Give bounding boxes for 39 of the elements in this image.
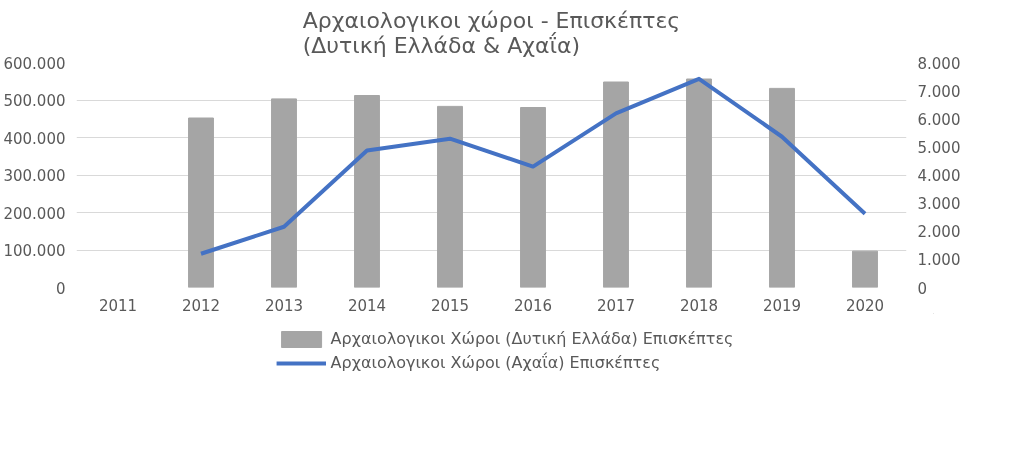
bar <box>354 95 380 288</box>
y2-tick-label: 3.000 <box>917 195 961 214</box>
y2-tick-label: 1.000 <box>917 251 961 270</box>
x-tick-label: 2012 <box>181 296 221 315</box>
y2-tick-label: 0 <box>917 279 928 298</box>
bar <box>520 107 546 288</box>
y-tick-label: 100.000 <box>3 242 66 260</box>
y2-tick-label: 8.000 <box>917 54 961 73</box>
y-tick-label: 200.000 <box>3 204 66 223</box>
x-tick-label: 2014 <box>347 296 387 315</box>
x-tick-label: 2019 <box>762 296 802 315</box>
x-tick-label: 2011 <box>98 296 138 315</box>
x-tick-label: 2018 <box>679 296 719 315</box>
x-tick-label: 2013 <box>264 296 304 315</box>
legend-label: Αρχαιολογικοι Χώροι (Αχαΐα) Επισκέπτες <box>330 353 661 372</box>
y-tick-label: 600.000 <box>3 54 66 73</box>
bar <box>603 81 629 288</box>
y-tick-label: 0 <box>55 279 66 298</box>
x-tick-label: 2016 <box>513 296 553 315</box>
x-tick-label: 2015 <box>430 296 470 315</box>
y-tick-label: 500.000 <box>3 92 66 110</box>
x-tick-label: 2020 <box>845 296 885 315</box>
x-tick-label: 2017 <box>596 296 636 315</box>
bar <box>271 98 297 288</box>
y2-tick-label: 4.000 <box>917 167 961 185</box>
bar <box>437 105 463 288</box>
line-series <box>199 76 867 256</box>
y-tick-label: 400.000 <box>3 129 66 148</box>
y2-tick-label: 2.000 <box>917 223 961 242</box>
bar <box>769 87 795 288</box>
y2-tick-label: 7.000 <box>917 82 961 101</box>
bar <box>852 250 878 288</box>
legend-label: Αρχαιολογικοι Χώροι (Δυτική Ελλάδα) Επισκέπτες <box>330 329 734 348</box>
bar <box>188 117 214 288</box>
y2-tick-label: 5.000 <box>917 138 961 157</box>
chart-title: Αρχαιολογικοι χώροι - Επισκέπτες (Δυτική Ελλάδα & Αχαΐα) <box>302 7 681 58</box>
y-tick-label: 300.000 <box>3 167 66 185</box>
y2-tick-label: 6.000 <box>917 110 961 129</box>
bar <box>686 78 712 288</box>
